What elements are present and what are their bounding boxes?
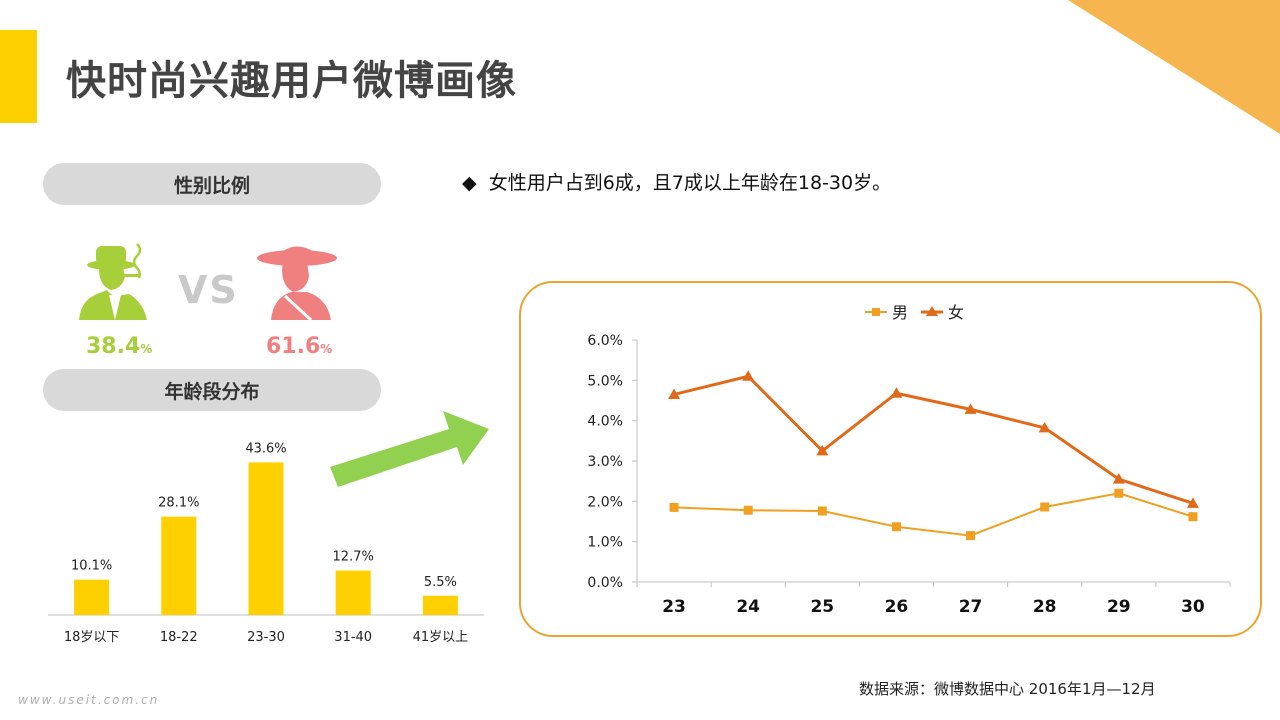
gender-section-heading: 性别比例: [43, 163, 381, 205]
age-bar-value-label: 28.1%: [158, 496, 199, 511]
age-bar: [335, 570, 371, 615]
green-arrow-icon: [330, 411, 489, 487]
key-finding-text: ◆ 女性用户占到6成，且7成以上年龄在18-30岁。: [462, 172, 892, 194]
age-section-heading: 年龄段分布: [43, 369, 381, 411]
male-data-point: [891, 522, 901, 532]
y-tick-label: 2.0%: [587, 494, 623, 510]
data-source: 数据来源：微博数据中心 2016年1月—12月: [859, 680, 1156, 698]
line-chart-frame: [519, 281, 1262, 637]
age-bar-category-label: 31-40: [334, 630, 372, 645]
legend-female-label: 女: [948, 303, 964, 322]
age-bar-value-label: 12.7%: [333, 550, 374, 565]
x-tick-label: 24: [736, 597, 760, 617]
male-data-point: [1114, 488, 1124, 498]
x-tick-label: 26: [885, 597, 909, 617]
female-data-point: [742, 370, 755, 381]
male-percentage: 38.4%: [86, 334, 153, 359]
age-bar: [74, 579, 110, 615]
age-bar-chart: 10.1% 18岁以下 28.1% 18-22 43.6% 23-30 12.7% 31-40…: [48, 441, 484, 645]
female-data-point: [668, 388, 681, 399]
age-bar-category-label: 41岁以上: [413, 630, 469, 645]
male-data-point: [817, 506, 827, 516]
legend-male-marker: [872, 308, 880, 316]
watermark: www.useit.com.cn: [18, 693, 160, 707]
series-line-female: [673, 374, 1194, 505]
female-data-point: [1186, 497, 1199, 508]
legend-male-label: 男: [892, 303, 908, 322]
age-bar-value-label: 43.6%: [245, 441, 286, 456]
male-data-point: [669, 502, 679, 512]
female-data-point: [890, 387, 903, 398]
age-bar: [248, 462, 284, 615]
female-data-point: [816, 444, 829, 456]
female-data-point: [964, 403, 977, 414]
male-data-point: [743, 505, 753, 515]
y-tick-label: 6.0%: [587, 333, 623, 349]
x-tick-label: 29: [1107, 597, 1131, 617]
x-tick-label: 23: [662, 597, 686, 617]
man-smoking-icon: [79, 243, 147, 320]
y-tick-label: 0.0%: [587, 575, 623, 591]
age-bar-category-label: 18-22: [160, 630, 198, 645]
age-bar-value-label: 5.5%: [424, 575, 457, 590]
age-bar-value-label: 10.1%: [71, 559, 112, 574]
female-data-point: [1112, 473, 1125, 484]
woman-hat-icon: [257, 246, 337, 322]
male-data-point: [966, 531, 976, 541]
versus-label: VS: [178, 268, 239, 312]
y-tick-label: 4.0%: [587, 414, 623, 430]
y-tick-label: 3.0%: [587, 454, 623, 470]
page-title: 快时尚兴趣用户微博画像: [66, 58, 517, 104]
x-tick-label: 28: [1033, 597, 1057, 617]
age-bar: [161, 516, 197, 615]
male-data-point: [1188, 512, 1198, 522]
series-line-male: [674, 492, 1194, 537]
y-tick-label: 1.0%: [587, 535, 623, 551]
x-tick-label: 30: [1181, 597, 1205, 617]
female-percentage: 61.6%: [266, 334, 333, 359]
corner-decoration: [1068, 0, 1280, 134]
y-tick-label: 5.0%: [587, 373, 623, 389]
x-tick-label: 25: [810, 597, 834, 617]
legend-female-marker: [926, 306, 938, 316]
female-data-point: [1038, 421, 1051, 433]
male-data-point: [1040, 502, 1050, 512]
age-bar-category-label: 18岁以下: [64, 630, 120, 645]
age-bar: [422, 595, 458, 615]
age-gender-line-chart: 0.0% 1.0% 2.0% 3.0% 4.0% 5.0% 6.0% 23 24 25 26 27 28…: [587, 303, 1231, 617]
x-tick-label: 27: [959, 597, 983, 617]
title-accent-bar: [0, 30, 37, 123]
age-bar-category-label: 23-30: [247, 630, 285, 645]
